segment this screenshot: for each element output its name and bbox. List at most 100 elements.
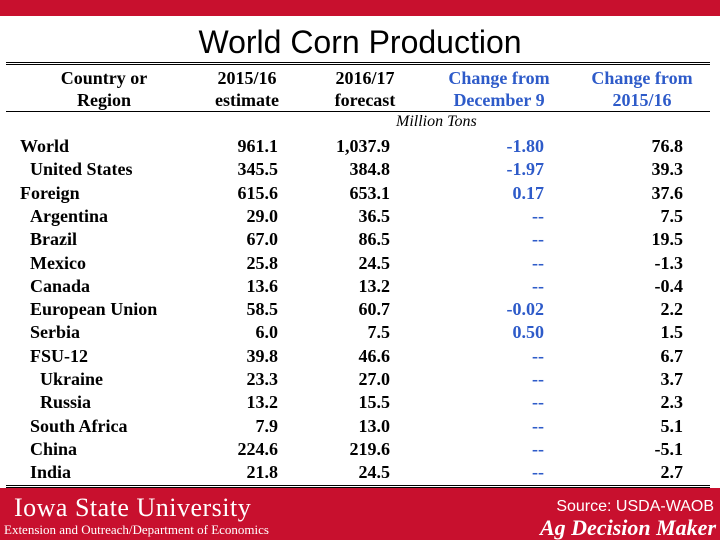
- row-change-dec: --: [532, 369, 544, 389]
- row-change-prev: 2.3: [660, 392, 684, 413]
- table-row: Foreign 615.6 653.1 0.17 37.6: [6, 182, 710, 205]
- row-change-dec: --: [532, 392, 544, 413]
- table-row: Canada 13.6 13.2 -- -0.4: [6, 275, 710, 298]
- header-estimate-line1: 2015/16: [217, 68, 277, 88]
- table-row: United States 345.5 384.8 -1.97 39.3: [6, 158, 710, 181]
- row-estimate: 67.0: [246, 229, 279, 250]
- university-logo: Iowa State University: [14, 493, 252, 522]
- slide-title: World Corn Production: [198, 24, 522, 60]
- row-change-prev: 19.5: [651, 229, 684, 250]
- header-forecast-line2: forecast: [334, 90, 396, 110]
- units-label: Million Tons: [396, 113, 477, 130]
- top-accent-bar: [0, 0, 720, 16]
- row-change-prev: 7.5: [660, 205, 684, 226]
- row-change-dec: --: [532, 345, 544, 366]
- row-estimate: 25.8: [246, 252, 279, 273]
- row-estimate: 345.5: [237, 159, 279, 180]
- row-change-prev: -0.4: [654, 275, 684, 296]
- row-name: Mexico: [30, 252, 86, 273]
- brand-logo: Ag Decision Maker: [540, 515, 716, 540]
- row-name: Canada: [30, 275, 91, 296]
- table-row: Serbia 6.0 7.5 0.50 1.5: [6, 321, 710, 344]
- row-estimate: 224.6: [237, 438, 279, 459]
- row-change-dec: --: [532, 438, 544, 459]
- row-name: Serbia: [30, 322, 81, 343]
- row-change-prev: 3.7: [660, 369, 684, 389]
- row-change-prev: -5.1: [654, 438, 684, 459]
- header-country-line2: Region: [77, 90, 131, 110]
- row-change-prev: -1.3: [654, 252, 684, 273]
- table-row: Mexico 25.8 24.5 -- -1.3: [6, 252, 710, 275]
- header-change-prev: Change from 2015/16: [572, 67, 712, 111]
- table-row: Russia 13.2 15.5 -- 2.3: [6, 391, 710, 414]
- row-estimate: 615.6: [237, 182, 279, 203]
- row-name: World: [20, 136, 70, 156]
- row-name: India: [30, 462, 72, 483]
- header-change-prev-line1: Change from: [591, 68, 693, 88]
- row-name: European Union: [30, 299, 158, 320]
- table-row: India 21.8 24.5 -- 2.7: [6, 461, 710, 484]
- row-name: Foreign: [20, 182, 80, 203]
- row-change-dec: -0.02: [506, 299, 545, 320]
- header-country: Country or Region: [24, 67, 184, 111]
- row-forecast: 13.0: [358, 415, 391, 436]
- header-divider: [6, 111, 710, 112]
- row-change-prev: 1.5: [660, 322, 684, 343]
- row-change-dec: -1.97: [506, 159, 545, 180]
- header-forecast-line1: 2016/17: [335, 68, 395, 88]
- row-name: Argentina: [30, 205, 108, 226]
- row-name: South Africa: [30, 415, 128, 436]
- header-estimate-line2: estimate: [215, 90, 279, 110]
- row-forecast: 1,037.9: [336, 136, 390, 156]
- row-forecast: 60.7: [358, 299, 391, 320]
- row-change-dec: --: [532, 275, 544, 296]
- row-change-dec: --: [532, 462, 544, 483]
- header-estimate: 2015/16 estimate: [192, 67, 302, 111]
- row-name: FSU-12: [30, 345, 88, 366]
- table-row: Ukraine 23.3 27.0 -- 3.7: [6, 368, 710, 391]
- row-estimate: 23.3: [246, 369, 279, 389]
- row-name: Brazil: [30, 229, 77, 250]
- table-row: China 224.6 219.6 -- -5.1: [6, 438, 710, 461]
- header-change-dec-line2: December 9: [453, 90, 545, 110]
- row-estimate: 13.2: [246, 392, 279, 413]
- table-row: South Africa 7.9 13.0 -- 5.1: [6, 415, 710, 438]
- row-forecast: 7.5: [367, 322, 391, 343]
- row-name: United States: [30, 159, 133, 180]
- row-forecast: 384.8: [349, 159, 391, 180]
- row-estimate: 961.1: [237, 136, 279, 156]
- table-row: Argentina 29.0 36.5 -- 7.5: [6, 205, 710, 228]
- footer-bar: Iowa State University Extension and Outr…: [0, 488, 720, 540]
- row-estimate: 13.6: [246, 275, 279, 296]
- row-name: Russia: [40, 392, 92, 413]
- row-estimate: 39.8: [246, 345, 279, 366]
- row-change-prev: 5.1: [660, 415, 684, 436]
- row-forecast: 653.1: [349, 182, 391, 203]
- row-forecast: 15.5: [358, 392, 391, 413]
- table-header-row: Country or Region 2015/16 estimate 2016/…: [6, 65, 710, 111]
- row-estimate: 6.0: [255, 322, 279, 343]
- source-note: Source: USDA-WAOB: [556, 498, 714, 515]
- header-change-prev-line2: 2015/16: [612, 90, 672, 110]
- table-row: World 961.1 1,037.9 -1.80 76.8: [6, 135, 710, 158]
- header-change-dec-line1: Change from: [448, 68, 550, 88]
- department-line: Extension and Outreach/Department of Eco…: [4, 522, 269, 537]
- row-forecast: 86.5: [358, 229, 391, 250]
- row-change-prev: 6.7: [660, 345, 684, 366]
- row-forecast: 13.2: [358, 275, 391, 296]
- row-estimate: 29.0: [246, 205, 279, 226]
- header-change-dec: Change from December 9: [424, 67, 574, 111]
- row-forecast: 24.5: [358, 252, 391, 273]
- table-row: European Union 58.5 60.7 -0.02 2.2: [6, 298, 710, 321]
- table-row: Brazil 67.0 86.5 -- 19.5: [6, 228, 710, 251]
- row-name: China: [30, 438, 78, 459]
- row-change-prev: 2.2: [660, 299, 684, 320]
- row-change-dec: -1.80: [506, 136, 545, 156]
- row-forecast: 46.6: [358, 345, 391, 366]
- header-country-line1: Country or: [60, 68, 148, 88]
- table-row: FSU-12 39.8 46.6 -- 6.7: [6, 345, 710, 368]
- row-change-dec: --: [532, 252, 544, 273]
- row-change-prev: 76.8: [651, 136, 684, 156]
- row-change-dec: --: [532, 415, 544, 436]
- row-change-prev: 2.7: [660, 462, 684, 483]
